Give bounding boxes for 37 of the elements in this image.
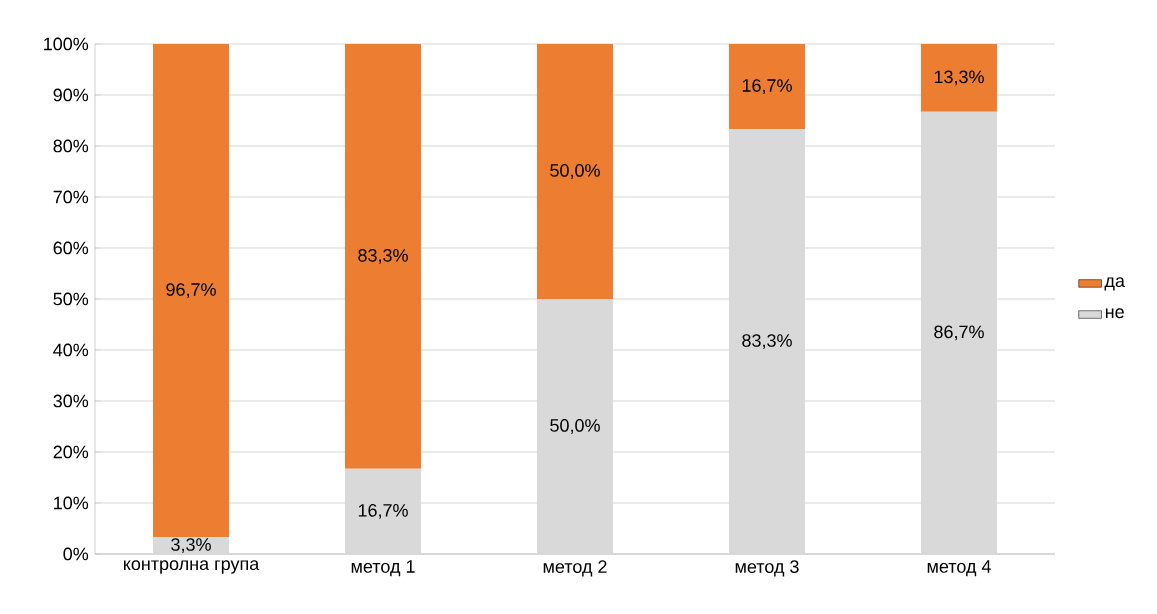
y-tick-label: 70% [53,190,89,204]
y-tick-label: 20% [53,445,89,459]
y-tick-label: 40% [53,343,89,357]
data-label: 83,3% [742,334,792,350]
data-label: 96,7% [166,283,216,299]
x-tick-label: метод 1 [351,560,415,577]
bar [345,468,421,554]
y-tick-label: 80% [53,139,89,153]
bar [345,43,421,469]
x-tick-label: контролна група [123,560,260,574]
bar [920,43,997,112]
y-tick-label: 90% [53,88,89,102]
y-tick-label: 30% [53,394,89,408]
x-tick-label: метод 3 [735,560,799,577]
bar [537,43,613,299]
x-tick-label: метод 2 [543,560,607,577]
data-label: 50,0% [550,164,600,179]
bar [537,298,613,554]
y-tick-label: 0% [63,547,89,561]
data-label: 86,7% [934,325,984,341]
bar [920,111,997,554]
x-tick-label: метод 4 [927,560,991,577]
bar [729,129,805,554]
legend-label: не [1105,308,1124,319]
y-tick-label: 100% [44,37,89,51]
data-label: 16,7% [358,503,408,519]
y-tick-label: 60% [53,241,89,255]
legend-label: да [1104,277,1125,291]
data-label: 50,0% [550,419,600,434]
data-label: 13,3% [934,70,984,86]
data-label: 16,7% [742,79,792,95]
data-label: 83,3% [358,248,408,264]
y-tick-label: 10% [54,496,89,510]
bar [729,43,805,130]
bar [153,43,230,538]
y-tick-label: 50% [53,292,89,306]
data-label: 3,3% [171,538,211,553]
